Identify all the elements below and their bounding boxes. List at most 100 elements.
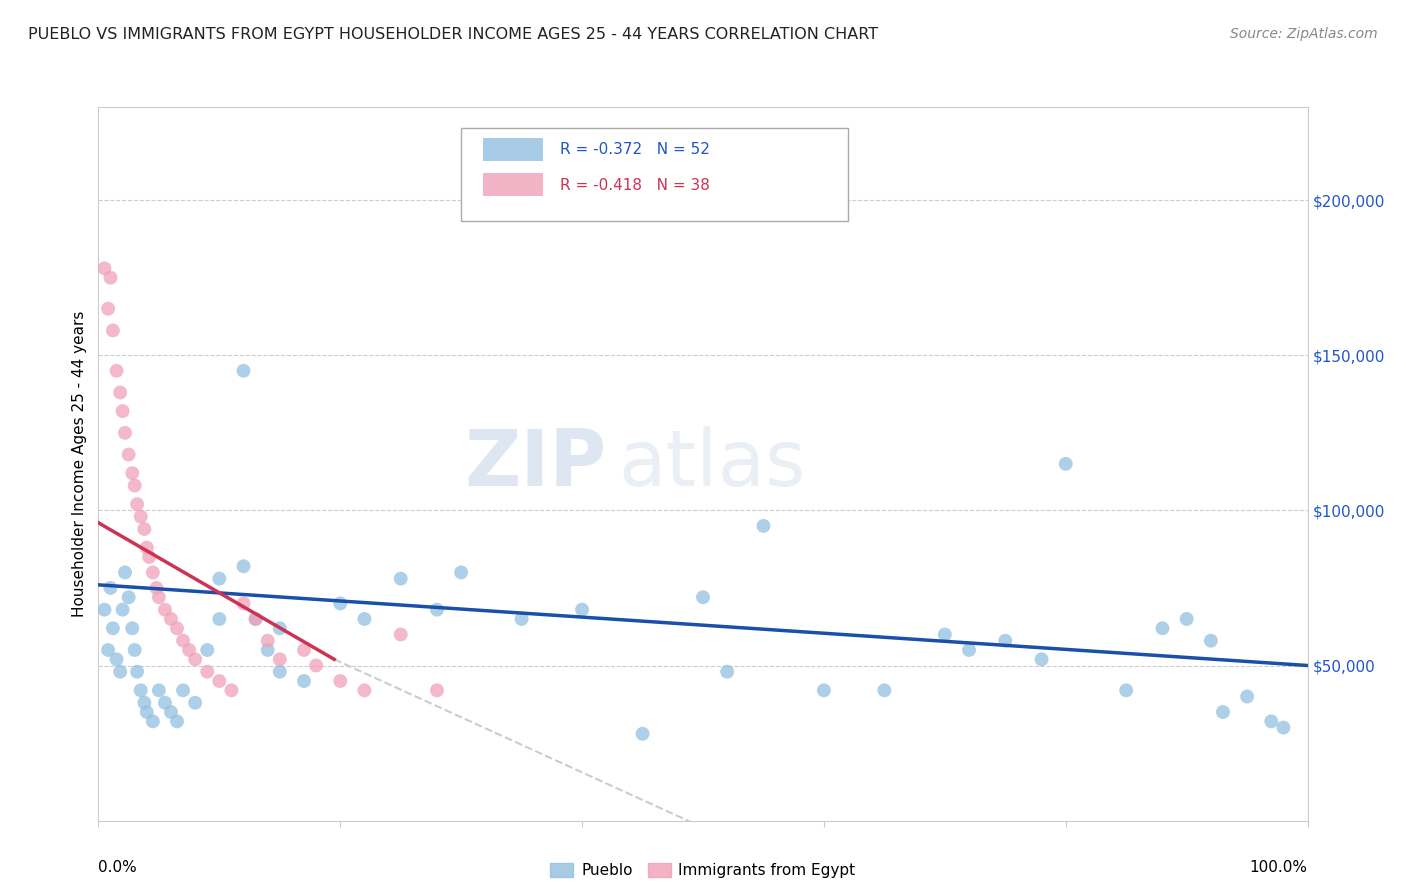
Legend: Pueblo, Immigrants from Egypt: Pueblo, Immigrants from Egypt — [544, 857, 862, 884]
Point — [184, 652, 207, 666]
Text: PUEBLO VS IMMIGRANTS FROM EGYPT HOUSEHOLDER INCOME AGES 25 - 44 YEARS CORRELATIO: PUEBLO VS IMMIGRANTS FROM EGYPT HOUSEHOL… — [28, 27, 879, 42]
Point — [292, 673, 315, 688]
Point — [160, 705, 183, 719]
Point — [1175, 612, 1198, 626]
Point — [121, 621, 143, 635]
Point — [353, 683, 375, 698]
Point — [127, 497, 149, 511]
Text: Source: ZipAtlas.com: Source: ZipAtlas.com — [1230, 27, 1378, 41]
Point — [129, 683, 152, 698]
Point — [93, 261, 115, 276]
Point — [232, 597, 254, 611]
Point — [873, 683, 896, 698]
Point — [195, 643, 218, 657]
Point — [114, 566, 136, 580]
Point — [138, 549, 160, 564]
Point — [142, 714, 165, 729]
Point — [692, 591, 714, 605]
Point — [114, 425, 136, 440]
Point — [426, 602, 449, 616]
Point — [135, 705, 157, 719]
Point — [1054, 457, 1077, 471]
Text: R = -0.418   N = 38: R = -0.418 N = 38 — [561, 178, 710, 193]
Point — [108, 665, 131, 679]
Point — [631, 727, 654, 741]
Point — [148, 591, 170, 605]
Point — [124, 643, 146, 657]
Point — [1272, 721, 1295, 735]
Point — [934, 627, 956, 641]
Point — [184, 696, 207, 710]
Point — [97, 643, 120, 657]
Point — [232, 559, 254, 574]
Point — [118, 591, 141, 605]
Point — [221, 683, 243, 698]
Point — [166, 621, 188, 635]
Point — [426, 683, 449, 698]
Point — [1152, 621, 1174, 635]
Point — [179, 643, 201, 657]
Text: atlas: atlas — [619, 425, 806, 502]
Point — [111, 602, 134, 616]
Point — [129, 509, 152, 524]
Point — [101, 323, 124, 337]
Text: 0.0%: 0.0% — [98, 860, 138, 875]
Point — [108, 385, 131, 400]
Point — [256, 643, 278, 657]
Point — [353, 612, 375, 626]
Point — [135, 541, 157, 555]
Point — [93, 602, 115, 616]
FancyBboxPatch shape — [461, 128, 848, 221]
Point — [100, 581, 122, 595]
Point — [127, 665, 149, 679]
Point — [269, 665, 291, 679]
Point — [166, 714, 188, 729]
Point — [142, 566, 165, 580]
Point — [121, 466, 143, 480]
Point — [269, 652, 291, 666]
Point — [571, 602, 593, 616]
Point — [1199, 633, 1222, 648]
Point — [105, 364, 128, 378]
Text: ZIP: ZIP — [464, 425, 606, 502]
Point — [124, 478, 146, 492]
Point — [111, 404, 134, 418]
FancyBboxPatch shape — [482, 137, 543, 161]
Point — [172, 683, 194, 698]
Point — [195, 665, 218, 679]
Point — [1236, 690, 1258, 704]
Point — [1031, 652, 1053, 666]
Point — [172, 633, 194, 648]
Point — [957, 643, 980, 657]
Point — [153, 696, 176, 710]
Point — [389, 627, 412, 641]
Point — [97, 301, 120, 316]
Point — [510, 612, 533, 626]
Point — [305, 658, 328, 673]
Point — [1115, 683, 1137, 698]
Point — [389, 572, 412, 586]
FancyBboxPatch shape — [482, 173, 543, 196]
Point — [994, 633, 1017, 648]
Point — [134, 696, 156, 710]
Point — [450, 566, 472, 580]
Point — [256, 633, 278, 648]
Point — [245, 612, 267, 626]
Y-axis label: Householder Income Ages 25 - 44 years: Householder Income Ages 25 - 44 years — [72, 310, 87, 617]
Point — [208, 612, 231, 626]
Point — [716, 665, 738, 679]
Point — [148, 683, 170, 698]
Point — [153, 602, 176, 616]
Point — [269, 621, 291, 635]
Point — [245, 612, 267, 626]
Point — [232, 364, 254, 378]
Point — [100, 270, 122, 285]
Point — [105, 652, 128, 666]
Point — [752, 519, 775, 533]
Point — [208, 572, 231, 586]
Text: 100.0%: 100.0% — [1250, 860, 1308, 875]
Point — [813, 683, 835, 698]
Point — [134, 522, 156, 536]
Point — [1260, 714, 1282, 729]
Point — [118, 448, 141, 462]
